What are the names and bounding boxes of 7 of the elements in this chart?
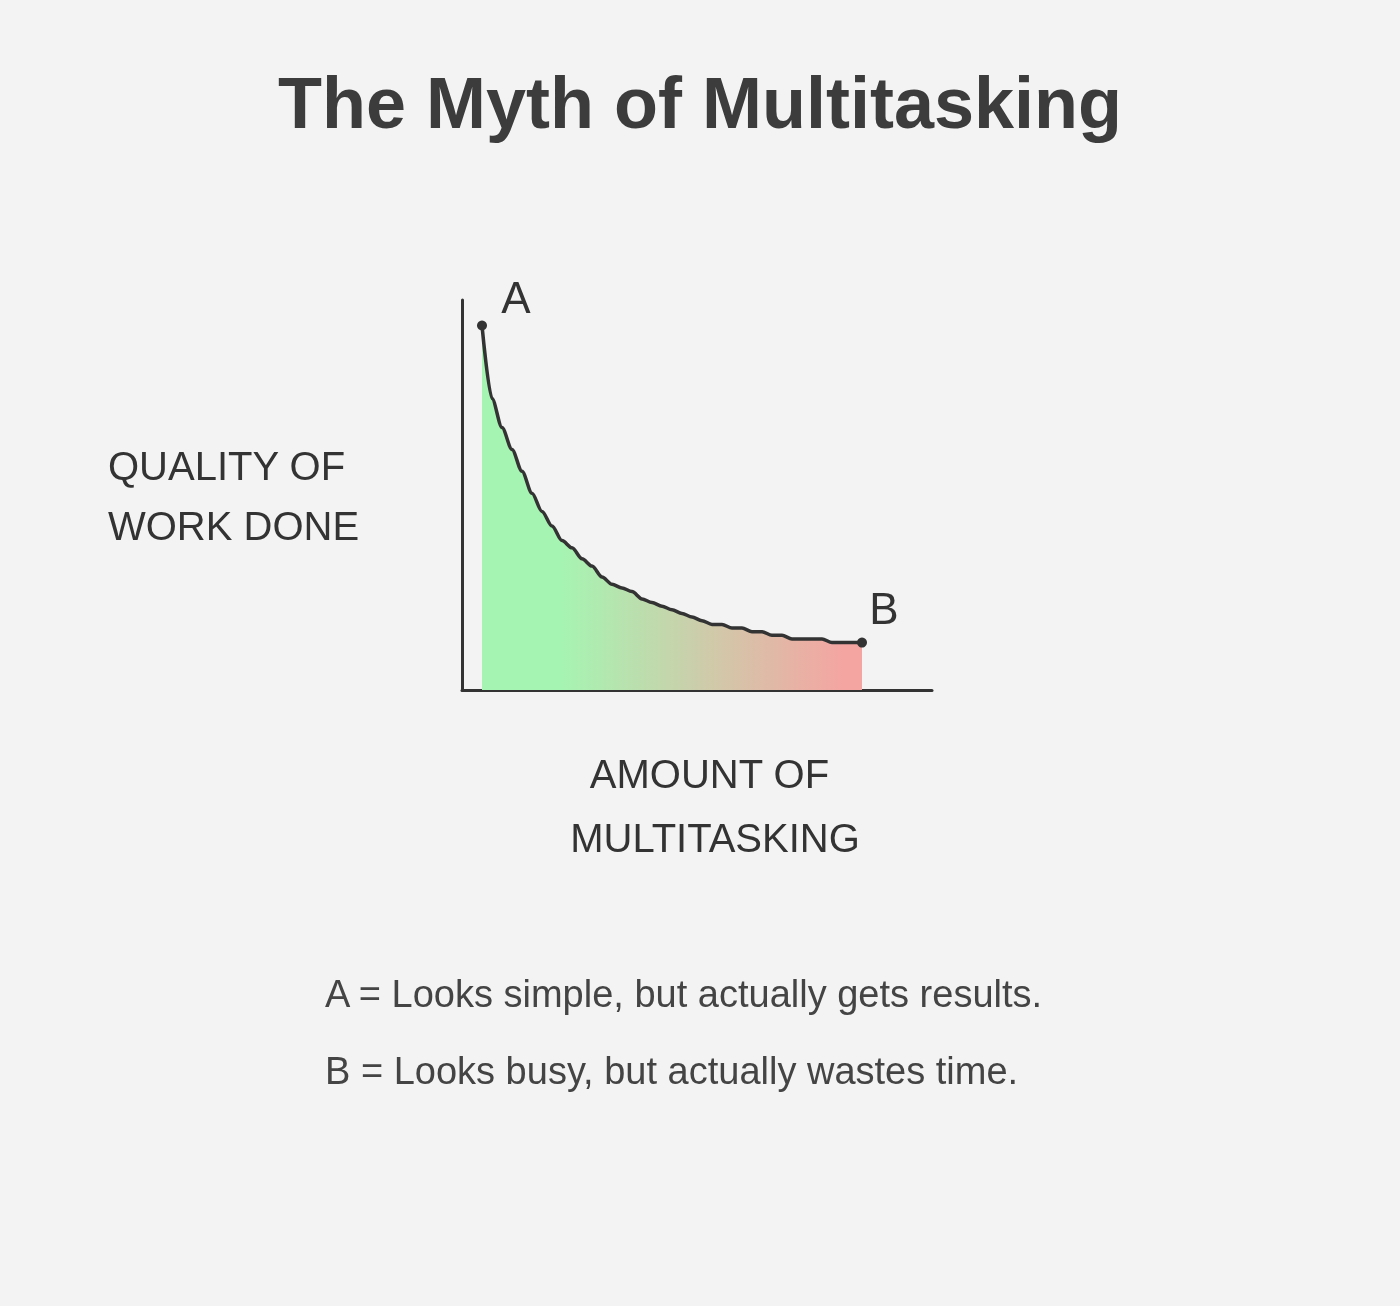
x-axis-title: AMOUNT OF MULTITASKING	[570, 752, 860, 860]
annotation: B	[869, 584, 899, 634]
text: A = Looks simple, but actually gets results.	[325, 973, 1043, 1015]
text: B = Looks busy, but actually wastes time.	[325, 1050, 1019, 1092]
y-axis-title: QUALITY OF WORK DONE	[108, 444, 360, 548]
text: A	[501, 273, 532, 323]
chart-title: The Myth of Multitasking	[278, 63, 1122, 143]
